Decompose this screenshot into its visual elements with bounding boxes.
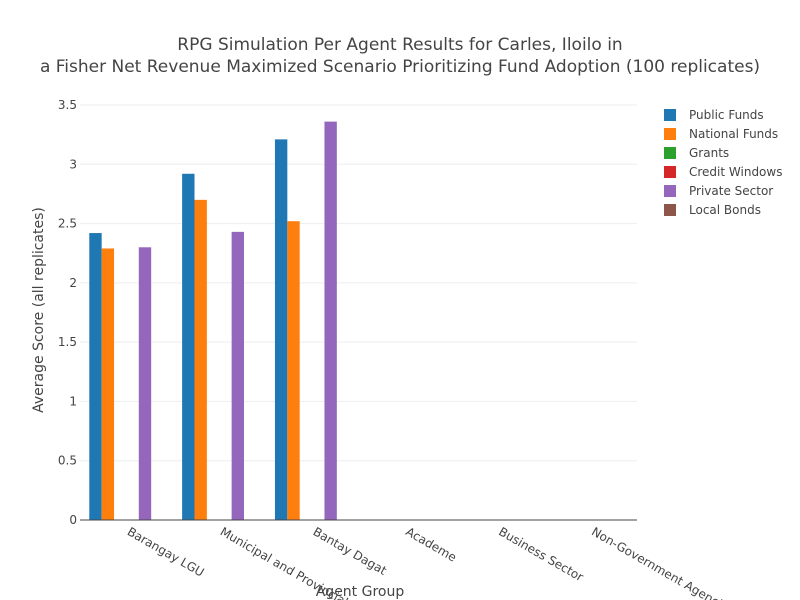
bars (89, 121, 337, 521)
y-tick-label: 1.5 (58, 335, 77, 349)
y-tick-label: 2.5 (58, 217, 77, 231)
legend-label: Public Funds (689, 108, 764, 122)
legend-label: Local Bonds (689, 203, 761, 217)
gridlines (80, 104, 637, 462)
y-tick-label: 3.5 (58, 98, 77, 112)
bar (324, 121, 337, 520)
chart-title-line-2: a Fisher Net Revenue Maximized Scenario … (40, 57, 760, 77)
legend-item[interactable]: National Funds (664, 127, 778, 141)
y-tick-label: 3 (69, 157, 77, 171)
y-tick-label: 2 (69, 276, 77, 290)
legend-swatch (664, 147, 676, 159)
bar (194, 199, 207, 520)
legend-item[interactable]: Public Funds (664, 108, 764, 122)
y-tick-label: 0.5 (58, 454, 77, 468)
bar (138, 247, 152, 521)
legend-label: Credit Windows (689, 165, 782, 179)
y-tick-labels: 0 0.5 1 1.5 2 2.5 3 3.5 (58, 98, 77, 527)
legend-label: Grants (689, 146, 729, 160)
legend-swatch (664, 166, 676, 178)
bar (89, 233, 102, 521)
x-tick-label: Business Sector (496, 524, 586, 584)
legend-label: National Funds (689, 127, 778, 141)
legend-item[interactable]: Grants (664, 146, 729, 160)
legend-item[interactable]: Local Bonds (664, 203, 761, 217)
bar (231, 231, 245, 520)
chart-title-line-1: RPG Simulation Per Agent Results for Car… (177, 35, 622, 55)
y-tick-label: 1 (69, 394, 77, 408)
y-axis-label: Average Score (all replicates) (31, 207, 47, 413)
legend-swatch (664, 185, 676, 197)
bar (274, 139, 288, 520)
bar (287, 221, 300, 520)
x-tick-labels: Barangay LGU Municipal and Provincial LGU… (125, 524, 736, 600)
legend[interactable]: Public Funds National Funds Grants Credit W… (664, 108, 782, 217)
x-tick-label: Barangay LGU (125, 524, 207, 579)
legend-swatch (664, 204, 676, 216)
legend-swatch (664, 109, 676, 121)
y-tick-label: 0 (69, 513, 77, 527)
legend-swatch (664, 128, 676, 140)
legend-item[interactable]: Private Sector (664, 184, 773, 198)
x-tick-label: Non-Government Agencies (589, 524, 736, 600)
legend-label: Private Sector (689, 184, 773, 198)
x-tick-label: Academe (403, 524, 459, 564)
x-tick-label: Bantay Dagat (311, 524, 390, 577)
legend-item[interactable]: Credit Windows (664, 165, 782, 179)
bar (101, 248, 115, 520)
bar (182, 173, 195, 520)
x-axis-label: Agent Group (316, 584, 405, 600)
